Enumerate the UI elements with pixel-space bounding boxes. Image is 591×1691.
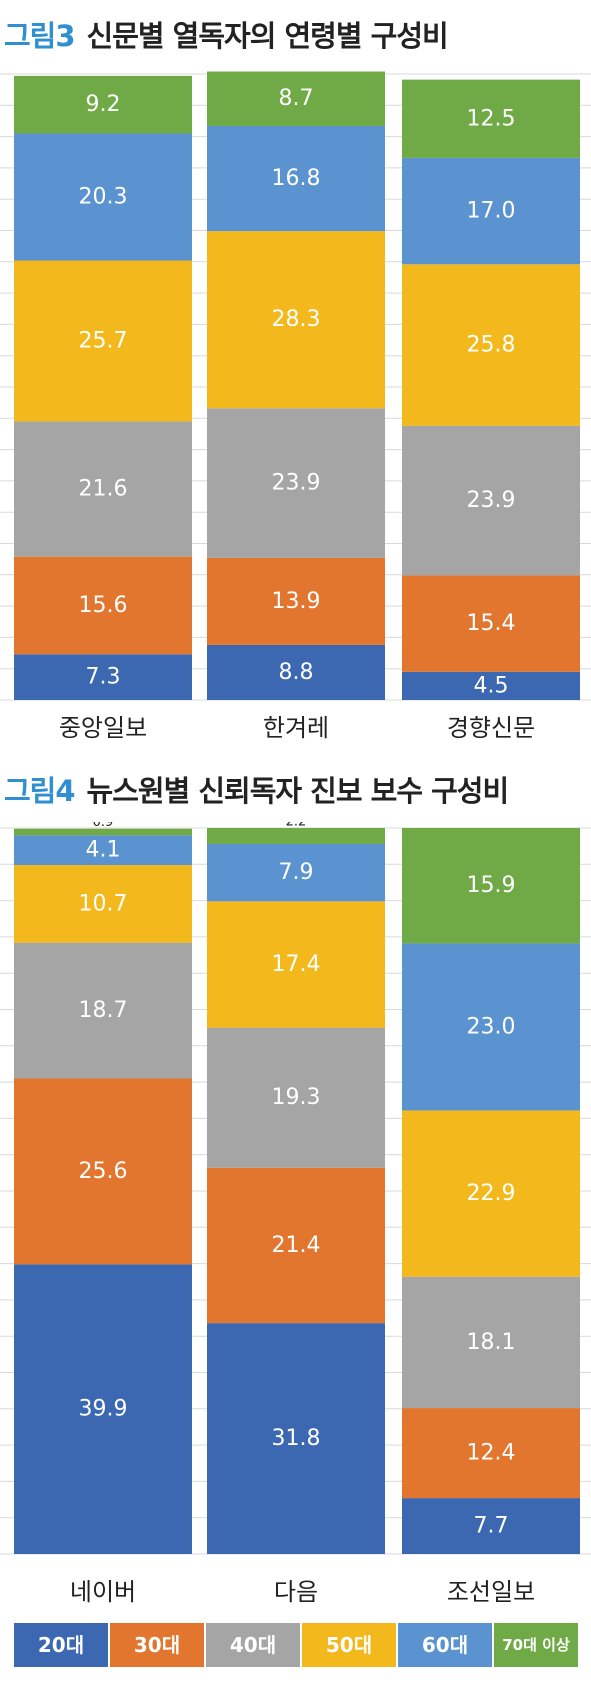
bar-segment (402, 1110, 580, 1277)
bar-segment (14, 75, 192, 134)
data-label: 25.7 (79, 328, 128, 353)
bar-segment (207, 71, 385, 126)
data-label: 13.9 (272, 589, 321, 614)
bar-segment (207, 1167, 385, 1324)
legend-item: 70대 이상 (494, 1623, 578, 1667)
bar-segment (402, 79, 580, 158)
data-label: 9.2 (86, 92, 121, 117)
bar-segment (402, 575, 580, 672)
category-label: 중앙일보 (59, 714, 147, 742)
data-label: 15.4 (467, 611, 516, 636)
bar-segment (402, 1408, 580, 1499)
bar-segment (402, 157, 580, 265)
legend-item: 50대 (302, 1623, 396, 1667)
bar-segment (207, 125, 385, 232)
data-label: 17.4 (272, 952, 321, 977)
bar-segment (207, 408, 385, 558)
bar-segment (14, 835, 192, 866)
bar-segment (14, 1078, 192, 1265)
bar-segment (14, 260, 192, 422)
bar-segment (14, 865, 192, 943)
data-label: 21.4 (272, 1233, 321, 1258)
data-label: 7.7 (474, 1514, 509, 1539)
data-label: 4.1 (86, 838, 121, 863)
bar-segment (402, 1498, 580, 1554)
bar-segment (402, 1276, 580, 1409)
data-label: 23.0 (467, 1014, 516, 1039)
legend-item: 60대 (398, 1623, 492, 1667)
legend-item: 30대 (110, 1623, 204, 1667)
figure4-title-text: 뉴스원별 신뢰독자 진보 보수 구성비 (86, 774, 510, 808)
bar-segment (14, 421, 192, 557)
data-label: 16.8 (272, 166, 321, 191)
data-label: 8.7 (279, 86, 314, 111)
data-label: 7.9 (279, 860, 314, 885)
data-label: 0.9 (93, 822, 114, 830)
category-label: 조선일보 (447, 1578, 535, 1606)
bar-segment (402, 828, 580, 944)
figure4-number: 그림4 (4, 774, 76, 808)
figure4-title: 그림4 뉴스원별 신뢰독자 진보 보수 구성비 (4, 773, 510, 809)
bar-segment (207, 231, 385, 409)
data-label: 39.9 (79, 1397, 128, 1422)
data-label: 2.2 (286, 822, 307, 830)
category-label: 한겨레 (263, 714, 329, 742)
bar-segment (207, 901, 385, 1028)
data-label: 25.6 (79, 1159, 128, 1184)
data-label: 4.5 (474, 673, 509, 698)
bar-segment (207, 644, 385, 700)
data-label: 19.3 (272, 1085, 321, 1110)
data-label: 15.6 (79, 593, 128, 618)
data-label: 20.3 (79, 185, 128, 210)
category-label: 다음 (274, 1578, 318, 1606)
data-label: 18.7 (79, 998, 128, 1023)
data-label: 18.1 (467, 1330, 516, 1355)
data-label: 22.9 (467, 1181, 516, 1206)
data-label: 31.8 (272, 1426, 321, 1451)
legend-item: 40대 (206, 1623, 300, 1667)
data-label: 23.9 (467, 488, 516, 513)
figure3-number: 그림3 (4, 19, 76, 53)
bar-segment (207, 557, 385, 645)
data-label: 15.9 (467, 873, 516, 898)
data-label: 12.4 (467, 1441, 516, 1466)
bar-segment (207, 1323, 385, 1554)
data-label: 10.7 (79, 891, 128, 916)
bar-segment (207, 828, 385, 844)
data-label: 12.5 (467, 106, 516, 131)
bar-segment (14, 133, 192, 261)
bar-segment (14, 654, 192, 700)
bar-segment (14, 942, 192, 1079)
data-label: 25.8 (467, 333, 516, 358)
bar-segment (207, 843, 385, 902)
data-label: 23.9 (272, 471, 321, 496)
data-label: 17.0 (467, 199, 516, 224)
category-label: 네이버 (70, 1578, 136, 1606)
bar-segment (402, 943, 580, 1111)
data-label: 28.3 (272, 307, 321, 332)
category-label: 경향신문 (447, 714, 535, 742)
legend: 20대 30대 40대 50대 60대 70대 이상 (0, 1619, 591, 1671)
bar-segment (14, 828, 192, 836)
bar-segment (207, 1027, 385, 1168)
chart-figure3: 7.3 15.6 21.6 25.7 20.3 9.2 중앙일보 8.8 13.9 23.9 28.… (0, 71, 591, 742)
data-label: 7.3 (86, 665, 121, 690)
bar-segment (402, 671, 580, 700)
legend-item: 20대 (14, 1623, 108, 1667)
bar-segment (14, 556, 192, 655)
chart-figure4: 39.9 25.6 18.7 10.7 4.1 0.9 네이버 31.8 21.4 19.3 17.… (0, 822, 591, 1606)
data-label: 21.6 (79, 477, 128, 502)
bar-segment (402, 264, 580, 426)
bar-segment (14, 1264, 192, 1554)
data-label: 8.8 (279, 660, 314, 685)
bar-segment (402, 425, 580, 576)
figure3-title-text: 신문별 열독자의 연령별 구성비 (86, 19, 449, 53)
figure3-title: 그림3 신문별 열독자의 연령별 구성비 (4, 18, 449, 54)
